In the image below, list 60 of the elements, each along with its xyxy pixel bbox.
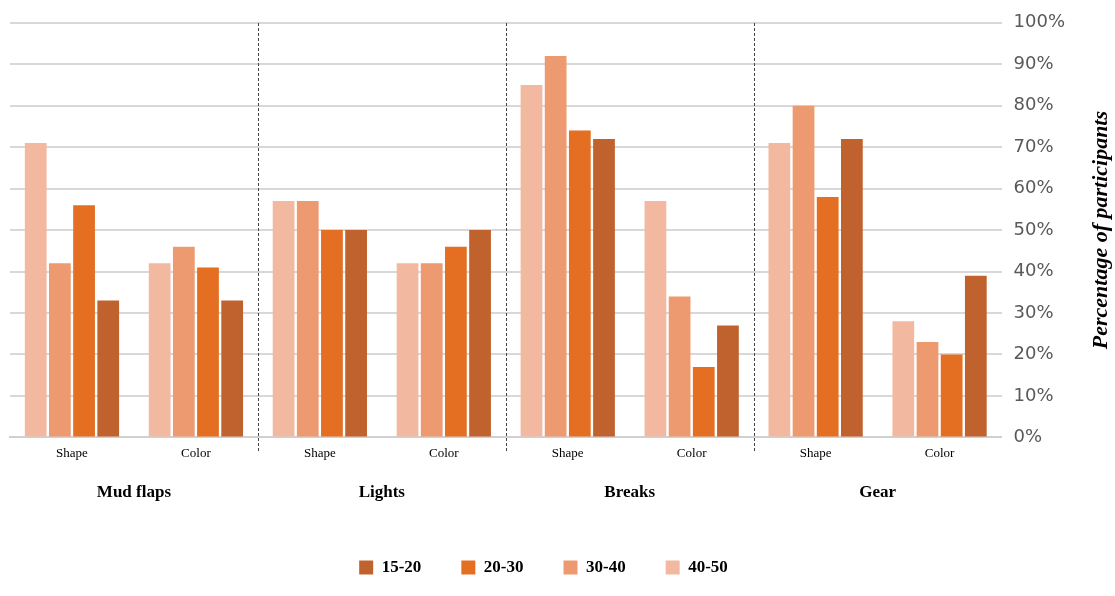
- legend-label: 15-20: [381, 556, 422, 576]
- y-tick-label: 20%: [1013, 342, 1054, 364]
- text: Lights: [358, 481, 406, 501]
- y-tick-label: 40%: [1013, 259, 1054, 281]
- bar: [24, 143, 47, 437]
- x-tick-label: Shape: [799, 444, 832, 460]
- bar: [768, 143, 791, 437]
- y-tick-label: 60%: [1013, 176, 1054, 198]
- x-tick-label: Shape: [56, 444, 89, 460]
- bar: [97, 300, 120, 437]
- bar: [644, 201, 667, 437]
- legend-label: 20-30: [483, 556, 524, 576]
- y-tick-label: 10%: [1013, 383, 1054, 405]
- bar: [692, 366, 715, 437]
- bar: [964, 275, 987, 437]
- text: Breaks: [604, 481, 656, 501]
- x-tick-label: Color: [181, 444, 212, 460]
- bar: [916, 342, 939, 437]
- bar: [544, 55, 567, 437]
- bar: [469, 230, 491, 437]
- x-tick-label: Color: [676, 444, 708, 460]
- y-tick-label: 0%: [1013, 425, 1043, 447]
- x-tick-label: Color: [924, 444, 956, 460]
- bar: [197, 267, 219, 437]
- bar: [321, 230, 343, 437]
- bar: [816, 196, 839, 437]
- y-tick-label: 50%: [1013, 217, 1054, 239]
- text: Gear: [859, 481, 897, 501]
- bar: [345, 230, 367, 437]
- bar: [892, 321, 915, 437]
- y-tick-label: 80%: [1013, 93, 1054, 115]
- y-tick-label: 30%: [1013, 300, 1054, 322]
- y-tick-label: 100%: [1013, 10, 1066, 32]
- bar: [445, 246, 467, 437]
- bar: [49, 263, 71, 437]
- bar: [296, 201, 319, 437]
- bar: [73, 205, 95, 437]
- y-tick-label: 90%: [1013, 51, 1054, 73]
- bar: [148, 263, 171, 437]
- bar: [940, 354, 963, 437]
- bar: [668, 296, 691, 437]
- bar: [593, 138, 615, 437]
- bar: [717, 325, 739, 437]
- y-axis-title: Percentage of participants: [1086, 110, 1112, 351]
- bar: [520, 84, 543, 437]
- text: Mud flaps: [96, 481, 172, 501]
- bar: [792, 105, 815, 437]
- x-tick-label: Shape: [551, 444, 584, 460]
- bar: [172, 246, 195, 437]
- bar: [221, 300, 244, 437]
- bar: [396, 263, 419, 437]
- bar: [272, 201, 295, 437]
- bar: [420, 263, 443, 437]
- legend-label: 30-40: [586, 556, 626, 576]
- bar: [568, 130, 591, 437]
- legend-label: 40-50: [688, 556, 728, 576]
- x-tick-label: Color: [428, 444, 460, 460]
- x-tick-label: Shape: [303, 444, 336, 460]
- y-tick-label: 70%: [1013, 134, 1054, 156]
- bar: [841, 138, 863, 437]
